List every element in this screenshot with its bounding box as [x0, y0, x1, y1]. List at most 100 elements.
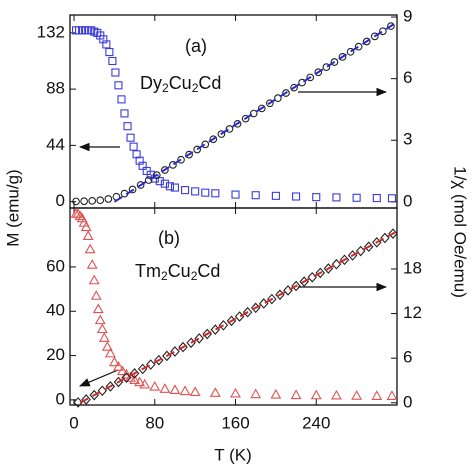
triangle-marker	[270, 388, 282, 399]
diamond-marker	[105, 381, 116, 392]
triangle-marker	[129, 374, 141, 385]
diamond-marker	[218, 319, 229, 331]
y-tick-label: 132	[37, 22, 65, 41]
circle-marker	[249, 109, 258, 118]
triangle-marker	[98, 332, 110, 342]
circle-marker	[104, 195, 113, 203]
diamond-marker	[146, 359, 156, 370]
y2-tick-label: 18	[403, 258, 422, 277]
triangle-marker	[113, 361, 124, 371]
subscript: 2	[191, 269, 198, 283]
circle-marker	[136, 181, 145, 189]
triangle-marker	[179, 385, 191, 396]
subscript: 2	[162, 81, 169, 95]
triangle-marker	[169, 384, 181, 394]
circle-marker	[152, 171, 161, 179]
circle-marker	[209, 135, 218, 144]
diamond-marker	[81, 394, 91, 405]
square-marker	[372, 193, 381, 203]
diamond-marker	[331, 258, 342, 270]
element: Dy	[140, 73, 162, 93]
circle-marker	[274, 94, 282, 103]
triangle-marker	[88, 274, 100, 285]
circle-marker	[354, 42, 363, 51]
circle-marker	[330, 58, 339, 66]
triangle-marker	[94, 314, 106, 325]
circle-marker	[298, 78, 306, 87]
plot-frame	[69, 207, 398, 406]
square-marker	[211, 189, 220, 198]
diamond-marker	[355, 245, 366, 257]
circle-marker	[217, 130, 226, 138]
circle-marker	[338, 53, 347, 61]
y2-tick-label: 9	[403, 7, 412, 26]
triangle-marker	[290, 389, 302, 400]
square-marker	[123, 122, 132, 131]
triangle-marker	[96, 323, 108, 334]
circle-marker	[128, 185, 137, 194]
compound-label: Dy2Cu2Cd	[140, 73, 221, 95]
triangle-marker	[72, 208, 84, 218]
square-marker	[231, 190, 240, 199]
square-marker	[352, 193, 361, 202]
diamond-marker	[307, 271, 317, 283]
diamond-marker	[210, 324, 221, 335]
triangle-marker	[117, 365, 128, 376]
y-tick-label: 40	[46, 301, 65, 320]
triangle-marker	[310, 389, 322, 400]
circle-marker	[201, 140, 210, 149]
diamond-marker	[388, 228, 398, 239]
circle-marker	[233, 119, 242, 128]
circle-marker	[144, 176, 153, 184]
diamond-marker	[97, 385, 108, 397]
square-marker	[102, 40, 111, 49]
circle-marker	[322, 63, 331, 72]
panel-label: (b)	[158, 228, 180, 248]
diamond-marker	[194, 333, 204, 344]
triangle-marker	[92, 303, 104, 314]
square-marker	[292, 192, 301, 201]
y2-tick-label: 6	[403, 348, 412, 367]
square-marker	[105, 48, 114, 57]
triangle-marker	[351, 390, 363, 400]
circle-marker	[72, 197, 80, 206]
y2-tick-label: 6	[403, 68, 412, 87]
diamond-marker	[129, 368, 140, 379]
square-marker	[251, 191, 260, 200]
square-marker	[126, 133, 135, 142]
circle-marker	[177, 155, 185, 164]
diamond-marker	[364, 241, 374, 253]
circle-marker	[306, 73, 315, 82]
circle-marker	[346, 47, 355, 56]
circle-marker	[96, 196, 105, 205]
diamond-marker	[339, 254, 350, 266]
diamond-marker	[283, 285, 293, 296]
x-tick-label: 80	[145, 413, 164, 432]
triangle-marker	[74, 210, 86, 221]
x-tick-label: 240	[302, 413, 330, 432]
circle-marker	[80, 197, 88, 206]
element: Cd	[198, 73, 221, 93]
triangle-marker	[80, 221, 92, 232]
circle-marker	[241, 114, 250, 123]
x-tick-label: 0	[69, 413, 78, 432]
square-marker	[111, 68, 120, 77]
element: Cu	[169, 73, 192, 93]
square-marker	[120, 109, 129, 118]
circle-marker	[225, 125, 234, 133]
circle-marker	[282, 89, 290, 97]
circle-marker	[362, 37, 371, 46]
x-tick-label: 160	[221, 413, 249, 432]
diamond-marker	[121, 372, 132, 383]
circle-marker	[265, 99, 274, 108]
square-marker	[155, 177, 164, 186]
circle-marker	[193, 145, 202, 154]
square-marker	[387, 194, 397, 203]
diamond-marker	[170, 346, 180, 357]
triangle-marker	[134, 376, 146, 387]
diamond-marker	[315, 267, 326, 279]
diamond-marker	[259, 298, 269, 309]
plot-frame	[69, 14, 398, 209]
triangle-marker	[230, 387, 241, 398]
